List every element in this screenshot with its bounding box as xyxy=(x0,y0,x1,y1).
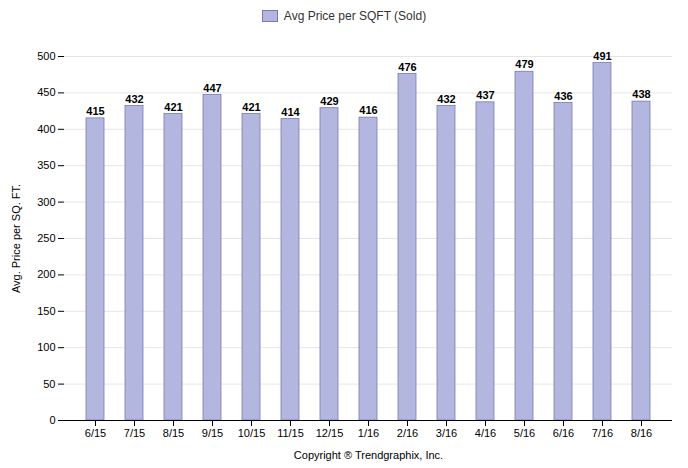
svg-text:421: 421 xyxy=(164,101,182,113)
svg-text:2/16: 2/16 xyxy=(397,427,418,439)
svg-text:300: 300 xyxy=(37,196,55,208)
svg-text:447: 447 xyxy=(203,82,221,94)
svg-text:3/16: 3/16 xyxy=(436,427,457,439)
svg-text:500: 500 xyxy=(37,50,55,62)
svg-text:250: 250 xyxy=(37,232,55,244)
svg-text:450: 450 xyxy=(37,86,55,98)
svg-text:0: 0 xyxy=(49,414,55,426)
svg-text:8/15: 8/15 xyxy=(163,427,184,439)
svg-text:10/15: 10/15 xyxy=(238,427,266,439)
svg-text:414: 414 xyxy=(281,106,300,118)
svg-text:479: 479 xyxy=(515,58,533,70)
svg-text:7/15: 7/15 xyxy=(124,427,145,439)
svg-text:6/16: 6/16 xyxy=(553,427,574,439)
svg-text:5/16: 5/16 xyxy=(514,427,535,439)
svg-text:50: 50 xyxy=(43,378,55,390)
svg-text:415: 415 xyxy=(86,105,104,117)
svg-text:350: 350 xyxy=(37,159,55,171)
svg-text:6/15: 6/15 xyxy=(85,427,106,439)
svg-text:436: 436 xyxy=(554,90,572,102)
svg-text:429: 429 xyxy=(320,95,338,107)
svg-text:421: 421 xyxy=(242,101,260,113)
html-text:Avg Price per SQFT (Sold): Avg Price per SQFT (Sold) xyxy=(283,9,427,23)
svg-text:11/15: 11/15 xyxy=(277,427,304,439)
svg-text:Copyright ® Trendgraphix, Inc.: Copyright ® Trendgraphix, Inc. xyxy=(294,449,443,461)
svg-text:400: 400 xyxy=(37,123,55,135)
svg-text:476: 476 xyxy=(398,60,416,72)
svg-text:Avg. Price per SQ. FT.: Avg. Price per SQ. FT. xyxy=(10,184,22,293)
svg-text:7/16: 7/16 xyxy=(592,427,613,439)
svg-text:8/16: 8/16 xyxy=(631,427,652,439)
svg-text:9/15: 9/15 xyxy=(202,427,223,439)
svg-text:437: 437 xyxy=(476,89,494,101)
svg-text:432: 432 xyxy=(125,93,143,105)
svg-text:432: 432 xyxy=(437,93,455,105)
svg-text:416: 416 xyxy=(359,104,377,116)
svg-text:100: 100 xyxy=(37,341,55,353)
svg-text:1/16: 1/16 xyxy=(358,427,379,439)
svg-text:150: 150 xyxy=(37,305,55,317)
svg-text:200: 200 xyxy=(37,268,55,280)
svg-text:491: 491 xyxy=(593,50,611,62)
svg-text:12/15: 12/15 xyxy=(316,427,344,439)
svg-text:438: 438 xyxy=(632,88,650,100)
svg-text:4/16: 4/16 xyxy=(475,427,496,439)
